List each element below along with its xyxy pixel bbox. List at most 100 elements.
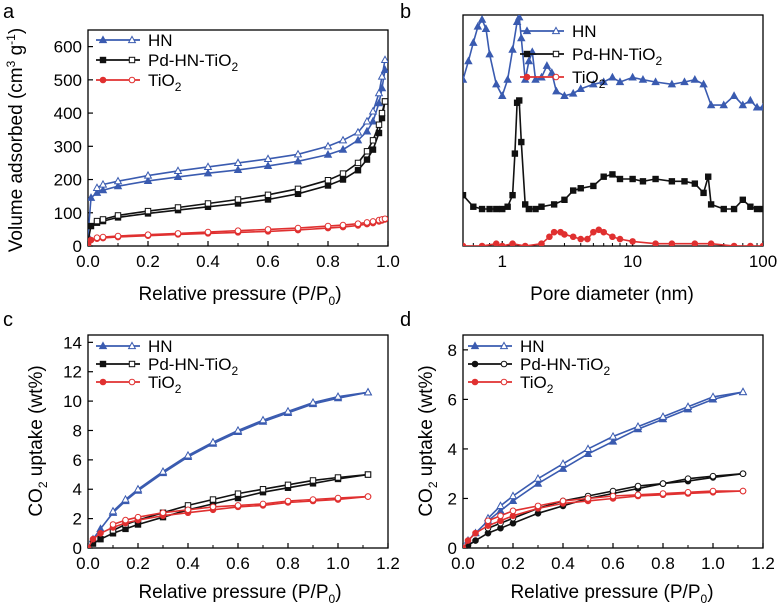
data-point xyxy=(478,242,486,246)
legend-marker xyxy=(98,341,108,350)
data-point xyxy=(569,233,577,241)
data-point xyxy=(651,77,660,86)
data-point xyxy=(364,471,372,478)
data-point xyxy=(600,228,607,236)
data-point xyxy=(616,235,624,243)
data-point xyxy=(667,79,677,88)
data-point xyxy=(158,466,168,475)
data-point xyxy=(113,176,123,185)
data-point xyxy=(143,176,153,184)
data-point xyxy=(699,79,708,88)
y-tick-label-c: 14 xyxy=(63,333,82,352)
data-point xyxy=(354,220,362,228)
data-point xyxy=(144,231,152,239)
data-point xyxy=(608,72,617,81)
data-point xyxy=(512,17,522,26)
data-point xyxy=(492,79,501,88)
data-point xyxy=(92,188,102,196)
data-point xyxy=(508,496,518,505)
data-point xyxy=(559,497,567,505)
legend-marker xyxy=(99,360,107,368)
data-point xyxy=(339,221,347,229)
data-point xyxy=(283,406,293,415)
data-point xyxy=(518,138,525,146)
data-point xyxy=(634,482,642,490)
legend-label: HN xyxy=(148,31,173,50)
data-point xyxy=(114,212,122,219)
data-point xyxy=(752,102,762,111)
data-point xyxy=(339,176,347,183)
y-tick-label-c: 12 xyxy=(63,363,82,382)
data-point xyxy=(577,235,585,243)
legend-item-c: Pd-HN-TiO2 xyxy=(96,355,238,378)
data-point xyxy=(173,172,183,180)
data-point xyxy=(203,168,213,177)
series-TiO2-c xyxy=(88,493,372,548)
series-line-desorption xyxy=(112,473,369,532)
x-tick-label-c: 0.8 xyxy=(276,554,300,573)
legend-item-a: HN xyxy=(96,31,173,50)
data-point xyxy=(746,95,755,104)
data-point xyxy=(691,180,699,187)
data-point xyxy=(259,500,267,508)
data-point xyxy=(88,236,95,244)
data-point xyxy=(691,240,699,246)
x-tick-label-d: 1.2 xyxy=(751,554,775,573)
legend-marker xyxy=(99,76,107,84)
data-point xyxy=(375,121,383,128)
data-point xyxy=(381,215,388,223)
data-point xyxy=(508,45,517,53)
legend-marker xyxy=(99,56,107,64)
plot-area-c xyxy=(88,387,373,548)
data-point xyxy=(233,158,243,167)
data-point xyxy=(472,529,479,537)
legend-marker xyxy=(552,50,560,58)
data-point xyxy=(369,137,377,144)
data-point xyxy=(504,203,511,210)
data-point xyxy=(560,91,569,99)
y-tick-label-a: 100 xyxy=(54,204,82,223)
data-point xyxy=(338,144,348,153)
data-point xyxy=(354,159,362,167)
data-point xyxy=(509,240,516,246)
data-point xyxy=(364,493,372,500)
data-point xyxy=(309,477,317,484)
legend-marker xyxy=(99,378,107,386)
data-point xyxy=(609,492,617,500)
data-point xyxy=(511,150,519,157)
data-point xyxy=(374,88,384,97)
data-point xyxy=(339,170,347,177)
data-point xyxy=(184,506,192,514)
data-point xyxy=(658,412,668,420)
legend-marker xyxy=(499,341,509,350)
data-point xyxy=(484,517,492,525)
data-point xyxy=(284,481,292,489)
data-point xyxy=(234,227,242,235)
legend-marker xyxy=(471,378,479,386)
data-point xyxy=(542,61,552,69)
data-point xyxy=(293,156,303,165)
x-tick-label-c: 1.0 xyxy=(326,554,350,573)
legend-label: TiO2 xyxy=(148,71,182,94)
data-point xyxy=(294,185,302,193)
series-line-adsorption xyxy=(88,473,369,548)
legend-marker xyxy=(128,378,136,386)
y-tick-label-a: 0 xyxy=(73,237,82,256)
x-tick-label-c: 0.4 xyxy=(176,554,200,573)
x-tick-label-d: 0.6 xyxy=(601,554,625,573)
y-tick-label-d: 2 xyxy=(448,489,457,508)
data-point xyxy=(369,218,377,225)
data-point xyxy=(599,77,608,86)
data-point xyxy=(309,496,317,503)
data-point xyxy=(629,238,636,245)
data-point xyxy=(284,497,292,505)
data-point xyxy=(514,15,524,21)
data-point xyxy=(204,200,212,207)
data-point xyxy=(652,175,659,183)
data-point xyxy=(108,506,118,515)
x-tick-label-b: 100 xyxy=(749,252,777,271)
legend-item-a: TiO2 xyxy=(96,71,182,94)
series-line-desorption xyxy=(487,472,744,529)
legend-label: TiO2 xyxy=(148,373,182,396)
